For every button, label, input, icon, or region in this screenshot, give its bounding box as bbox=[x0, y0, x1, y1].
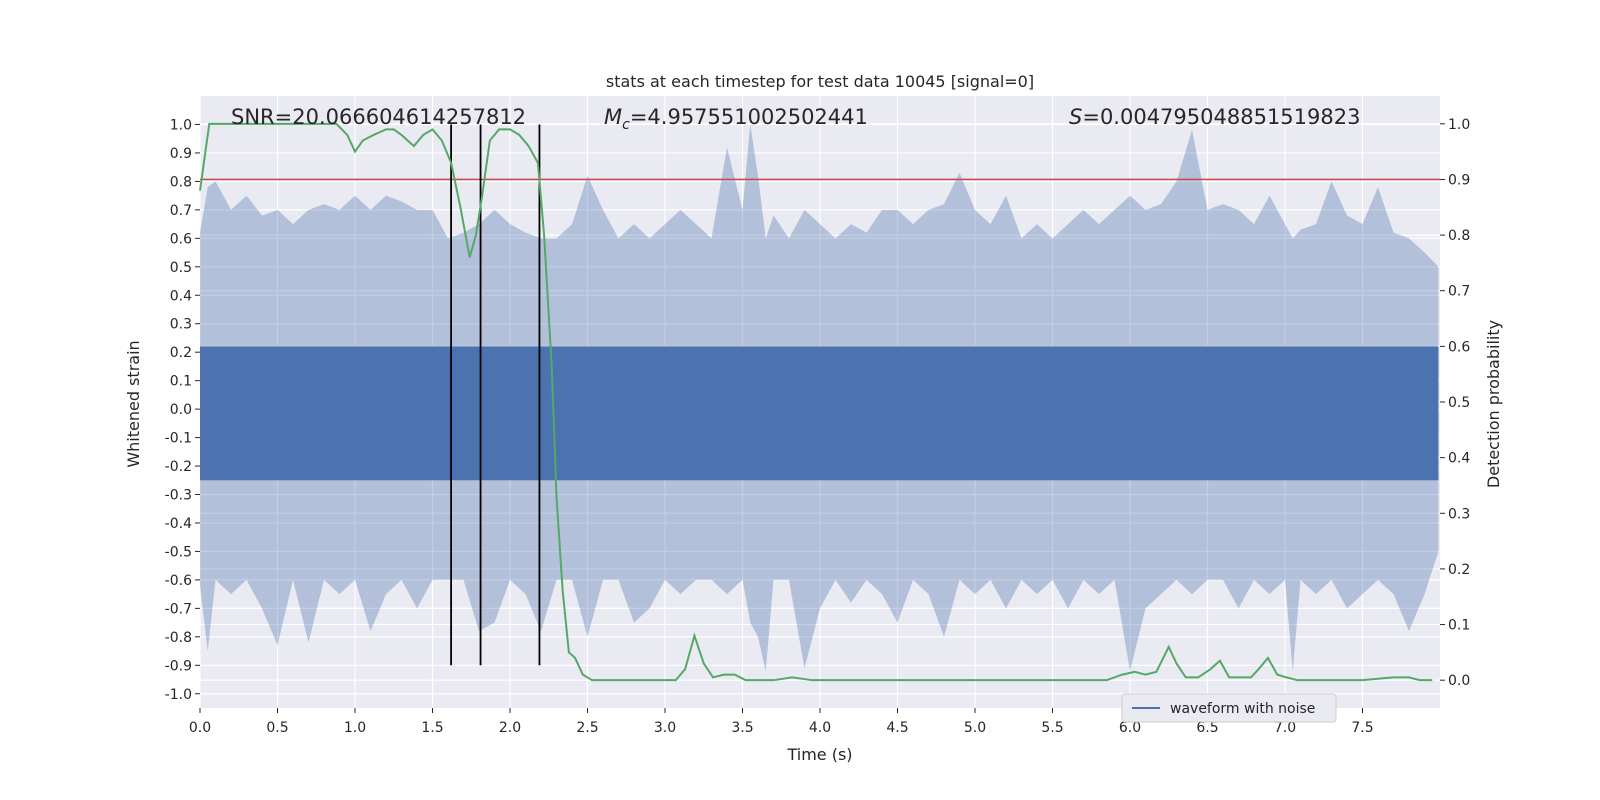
y-tick-label: 0.0 bbox=[170, 402, 192, 418]
x-tick-label: 5.5 bbox=[1041, 720, 1063, 736]
s-annotation: S=0.004795048851519823 bbox=[1069, 105, 1360, 129]
x-axis-label: Time (s) bbox=[786, 745, 852, 764]
x-tick-label: 2.0 bbox=[499, 720, 521, 736]
y-tick-label: 0.1 bbox=[170, 374, 192, 390]
x-tick-label: 1.0 bbox=[344, 720, 366, 736]
y2-tick-label: 0.8 bbox=[1448, 228, 1470, 244]
y-axis-label: Whitened strain bbox=[124, 340, 143, 467]
y-tick-label: -0.4 bbox=[165, 516, 192, 532]
y-tick-label: 0.5 bbox=[170, 260, 192, 276]
y2-tick-label: 0.7 bbox=[1448, 284, 1470, 300]
x-tick-label: 6.0 bbox=[1119, 720, 1141, 736]
legend-box bbox=[1121, 693, 1337, 723]
y-tick-label: -0.3 bbox=[165, 488, 192, 504]
snr-annotation: SNR=20.066604614257812 bbox=[231, 105, 526, 129]
series-detection-probability bbox=[199, 122, 1433, 682]
chart-title: stats at each timestep for test data 100… bbox=[606, 72, 1034, 91]
y-tick-label: 0.6 bbox=[170, 231, 192, 247]
y2-tick-label: 0.2 bbox=[1448, 562, 1470, 578]
y-tick-label: 0.2 bbox=[170, 345, 192, 361]
y-tick-label: -0.2 bbox=[165, 459, 192, 475]
y-tick-label: -0.1 bbox=[165, 431, 192, 447]
y-tick-label: -0.5 bbox=[165, 544, 192, 560]
y2-tick-label: 0.4 bbox=[1448, 451, 1470, 467]
y2-tick-label: 0.1 bbox=[1448, 618, 1470, 634]
y2-tick-label: 0.5 bbox=[1448, 395, 1470, 411]
x-tick-label: 4.0 bbox=[809, 720, 831, 736]
chirp-mass-symbol: M bbox=[604, 105, 622, 129]
y-tick-label: 0.7 bbox=[170, 203, 192, 219]
y2-axis-label: Detection probability bbox=[1484, 320, 1503, 488]
x-tick-label: 1.5 bbox=[421, 720, 443, 736]
chirp-mass-annotation: Mc=4.957551002502441 bbox=[604, 105, 868, 133]
y2-tick-label: 0.6 bbox=[1448, 339, 1470, 355]
y-tick-label: -0.6 bbox=[165, 573, 192, 589]
y-tick-labels: -1.0 -0.9 -0.8 -0.7 -0.6 -0.5 -0.4 -0.3 -0.2 -0.1… bbox=[165, 117, 200, 703]
y-tick-label: -0.7 bbox=[165, 601, 192, 617]
waveform-core bbox=[200, 346, 1439, 481]
y2-tick-label: 1.0 bbox=[1448, 117, 1470, 133]
y-tick-label: 0.3 bbox=[170, 317, 192, 333]
y2-tick-label: 0.0 bbox=[1448, 673, 1470, 689]
x-tick-label: 3.0 bbox=[654, 720, 676, 736]
x-tick-label: 7.5 bbox=[1351, 720, 1373, 736]
y-tick-label: 1.0 bbox=[170, 117, 192, 133]
x-tick-label: 2.5 bbox=[576, 720, 598, 736]
x-tick-label: 0.0 bbox=[189, 720, 211, 736]
series-waveform bbox=[200, 124, 1439, 671]
y-tick-label: -0.9 bbox=[165, 658, 192, 674]
x-tick-label: 3.5 bbox=[731, 720, 753, 736]
x-tick-labels: 0.0 0.5 1.0 1.5 2.0 2.5 3.0 3.5 4.0 4.5 5.0 5.5 6.0 6… bbox=[189, 708, 1374, 736]
legend: waveform with noise bbox=[1121, 693, 1337, 723]
y2-tick-label: 0.3 bbox=[1448, 506, 1470, 522]
legend-entry: waveform with noise bbox=[1170, 701, 1315, 717]
y-tick-label: -1.0 bbox=[165, 687, 192, 703]
x-tick-label: 6.5 bbox=[1196, 720, 1218, 736]
x-tick-label: 4.5 bbox=[886, 720, 908, 736]
s-value: =0.004795048851519823 bbox=[1082, 105, 1360, 129]
y-tick-label: 0.8 bbox=[170, 174, 192, 190]
y-tick-label: 0.9 bbox=[170, 146, 192, 162]
x-tick-label: 7.0 bbox=[1274, 720, 1296, 736]
y-tick-label: 0.4 bbox=[170, 288, 192, 304]
chirp-mass-subscript: c bbox=[622, 117, 630, 133]
y2-tick-label: 0.9 bbox=[1448, 172, 1470, 188]
y-tick-label: -0.8 bbox=[165, 630, 192, 646]
y2-tick-labels: 0.0 0.1 0.2 0.3 0.4 0.5 0.6 0.7 0.8 0.9 1.0 bbox=[1440, 117, 1470, 689]
vertical-markers bbox=[450, 124, 541, 666]
chirp-mass-value: =4.957551002502441 bbox=[630, 105, 868, 129]
s-symbol: S bbox=[1069, 105, 1082, 129]
x-tick-label: 0.5 bbox=[266, 720, 288, 736]
x-tick-label: 5.0 bbox=[964, 720, 986, 736]
